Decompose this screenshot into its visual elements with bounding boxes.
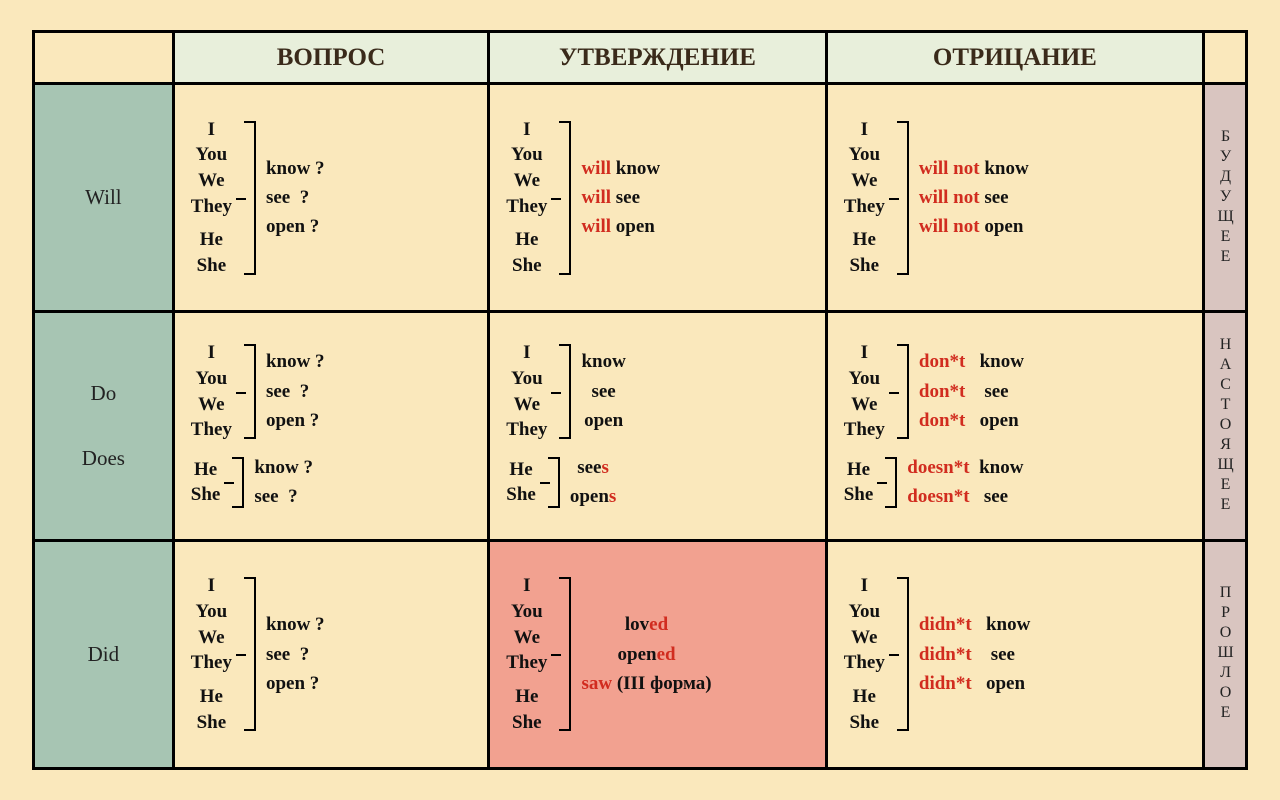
header-affirm: УТВЕРЖДЕНИЕ <box>490 33 827 85</box>
grammar-table: ВОПРОС УТВЕРЖДЕНИЕ ОТРИЦАНИЕ Will I You … <box>32 30 1248 770</box>
bracket-icon <box>242 344 256 439</box>
table-body: Will I You We They He She <box>35 85 1245 767</box>
cell-past-affirm: I You We They He She loved opened <box>490 542 827 767</box>
row-future: Will I You We They He She <box>35 85 1245 313</box>
label-will: Will <box>85 185 121 210</box>
pronouns-sing: He She <box>191 457 221 508</box>
pronouns-all: I You We They He She <box>191 117 232 279</box>
tense-present: НАСТОЯЩЕЕ <box>1205 313 1245 538</box>
pronouns-all: I You We They He She <box>506 117 547 279</box>
header-corner <box>35 33 175 85</box>
bracket-icon <box>895 577 909 731</box>
cell-present-negation: I You We They don*t know don*t see don*t… <box>828 313 1205 538</box>
cell-past-question: I You We They He She know ? see ? <box>175 542 490 767</box>
left-did: Did <box>35 542 175 767</box>
header-negation: ОТРИЦАНИЕ <box>828 33 1205 85</box>
bracket-icon <box>230 457 244 508</box>
bracket-icon <box>242 121 256 275</box>
cell-future-question: I You We They He She know ? see ? <box>175 85 490 310</box>
bracket-icon <box>546 457 560 508</box>
bracket-icon <box>557 577 571 731</box>
left-do-does: Do Does <box>35 313 175 538</box>
pronouns-all: I You We They He She <box>844 117 885 279</box>
bracket-icon <box>895 121 909 275</box>
label-did: Did <box>88 642 120 667</box>
left-will: Will <box>35 85 175 310</box>
tense-past: ПРОШЛОЕ <box>1205 542 1245 767</box>
cell-future-negation: I You We They He She will not know will … <box>828 85 1205 310</box>
row-present: Do Does I You We They know ? <box>35 313 1245 541</box>
header-question: ВОПРОС <box>175 33 490 85</box>
verbs-neg-future: will not know will not see will not open <box>919 154 1029 242</box>
cell-future-affirm: I You We They He She will know will see <box>490 85 827 310</box>
tense-future: БУДУЩЕЕ <box>1205 85 1245 310</box>
cell-present-question: I You We They know ? see ? open ? <box>175 313 490 538</box>
bracket-icon <box>557 344 571 439</box>
row-past: Did I You We They He She <box>35 542 1245 767</box>
bracket-icon <box>242 577 256 731</box>
bracket-icon <box>557 121 571 275</box>
label-do: Do <box>91 381 117 406</box>
cell-past-negation: I You We They He She didn*t know didn*t … <box>828 542 1205 767</box>
header-row: ВОПРОС УТВЕРЖДЕНИЕ ОТРИЦАНИЕ <box>35 33 1245 85</box>
bracket-icon <box>895 344 909 439</box>
bracket-icon <box>883 457 897 508</box>
header-right-corner <box>1205 33 1245 85</box>
cell-present-affirm: I You We They know see open <box>490 313 827 538</box>
pronouns-plural: I You We They <box>191 340 232 443</box>
verbs-affirm-future: will know will see will open <box>581 154 660 242</box>
label-does: Does <box>82 446 125 471</box>
verbs-question: know ? see ? open ? <box>266 154 325 242</box>
